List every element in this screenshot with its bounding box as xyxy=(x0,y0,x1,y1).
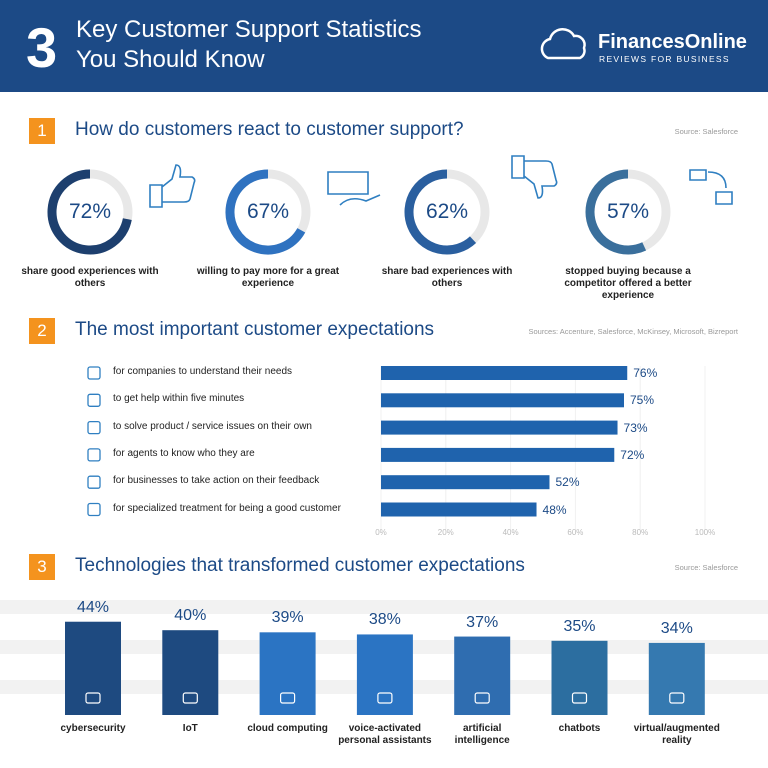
brand-tagline: REVIEWS FOR BUSINESS xyxy=(599,54,730,64)
bar-icon xyxy=(85,692,101,704)
brand-logo xyxy=(540,27,586,60)
donut-arc xyxy=(585,169,647,255)
header-title: Key Customer Support Statistics xyxy=(76,16,422,43)
bar xyxy=(381,393,624,408)
row-icon xyxy=(87,502,101,517)
bar-value: 35% xyxy=(563,617,596,635)
switch-icon xyxy=(689,169,733,205)
row-label: for companies to understand their needs xyxy=(113,366,292,377)
bar-label: cloud computing xyxy=(247,723,328,734)
bar xyxy=(381,502,537,517)
x-tick-label: 0% xyxy=(375,527,387,537)
section-number: 1 xyxy=(37,121,47,140)
bar xyxy=(381,475,550,490)
x-tick-label: 20% xyxy=(437,527,454,537)
bar-value: 75% xyxy=(630,393,655,408)
thumbs-up-icon xyxy=(149,164,196,208)
donut-value: 72% xyxy=(68,200,112,223)
x-tick-label: 80% xyxy=(632,527,649,537)
section-title: Technologies that transformed customer e… xyxy=(75,555,525,576)
donut-label: share bad experiences with others xyxy=(381,266,513,289)
bar-label: chatbots xyxy=(558,723,601,734)
section-number: 3 xyxy=(37,557,47,576)
bar-value: 34% xyxy=(660,619,693,637)
bar-value: 73% xyxy=(623,420,648,435)
bar-value: 44% xyxy=(76,598,110,616)
bar xyxy=(551,640,608,715)
bar xyxy=(356,634,413,715)
donut-arc xyxy=(47,169,132,255)
donut-arc xyxy=(225,169,306,255)
bar-label: virtual/augmented reality xyxy=(633,723,720,746)
x-tick-label: 100% xyxy=(694,527,716,537)
section-title: How do customers react to customer suppo… xyxy=(75,119,464,140)
bar-value: 52% xyxy=(555,475,580,490)
section-badge xyxy=(29,554,55,580)
bar-value: 48% xyxy=(542,502,567,517)
bar xyxy=(162,630,219,715)
bar xyxy=(454,636,511,715)
bar-label: IoT xyxy=(182,723,198,734)
bar-value: 76% xyxy=(633,366,658,380)
bar-label: cybersecurity xyxy=(60,723,126,734)
row-label: to get help within five minutes xyxy=(113,393,245,405)
row-icon xyxy=(87,448,101,462)
row-icon xyxy=(87,366,101,380)
donut-label: share good experiences with others xyxy=(21,266,159,289)
bar xyxy=(648,642,705,715)
bar-icon xyxy=(377,692,393,704)
header-band xyxy=(0,0,768,92)
bar xyxy=(381,420,618,435)
donut-value: 57% xyxy=(606,200,650,223)
row-label: for agents to know who they are xyxy=(113,447,255,459)
donut-arc xyxy=(404,169,477,255)
bar-value: 38% xyxy=(368,611,401,629)
money-icon xyxy=(327,171,381,206)
header-title: You Should Know xyxy=(76,46,265,73)
bar xyxy=(259,632,316,715)
row-icon xyxy=(87,420,101,435)
row-label: for specialized treatment for being a go… xyxy=(113,502,341,514)
row-label: for businesses to take action on their f… xyxy=(113,475,320,487)
section-badge xyxy=(29,318,55,344)
row-icon xyxy=(87,393,101,407)
donut-value: 62% xyxy=(425,200,469,223)
bar xyxy=(381,447,615,462)
bar-label: artificial intelligence xyxy=(454,723,510,746)
bar-icon xyxy=(474,692,490,704)
header-number: 3 xyxy=(26,16,58,79)
bar-icon xyxy=(571,692,588,704)
section-source: Source: Salesforce xyxy=(674,127,738,136)
bar-value: 72% xyxy=(620,447,645,462)
row-icon xyxy=(87,475,101,489)
bar-value: 37% xyxy=(466,613,499,631)
donut-value: 67% xyxy=(246,200,290,223)
x-tick-label: 60% xyxy=(567,527,584,537)
row-label: to solve product / service issues on the… xyxy=(113,420,312,432)
bar-icon xyxy=(182,692,198,704)
donut-label: willing to pay more for a great experien… xyxy=(196,266,340,289)
stripe xyxy=(0,600,768,614)
bar-icon xyxy=(669,692,685,704)
bar xyxy=(381,366,628,380)
icons xyxy=(149,155,733,208)
bar-value: 39% xyxy=(271,609,304,627)
brand-name: FinancesOnline xyxy=(598,31,747,53)
bar-icon xyxy=(280,692,296,704)
section-number: 2 xyxy=(37,321,47,340)
section-source: Source: Salesforce xyxy=(674,563,738,572)
section-source: Sources: Accenture, Salesforce, McKinsey… xyxy=(528,327,738,336)
bar xyxy=(65,621,121,715)
bar-label: voice-activated personal assistants xyxy=(338,723,432,746)
thumbs-down-icon xyxy=(511,155,558,199)
section-title: The most important customer expectations xyxy=(75,319,435,340)
bar-value: 40% xyxy=(174,607,207,625)
x-tick-label: 40% xyxy=(502,527,519,537)
donut-label: stopped buying because a competitor offe… xyxy=(564,266,692,301)
section-badge xyxy=(29,118,55,144)
